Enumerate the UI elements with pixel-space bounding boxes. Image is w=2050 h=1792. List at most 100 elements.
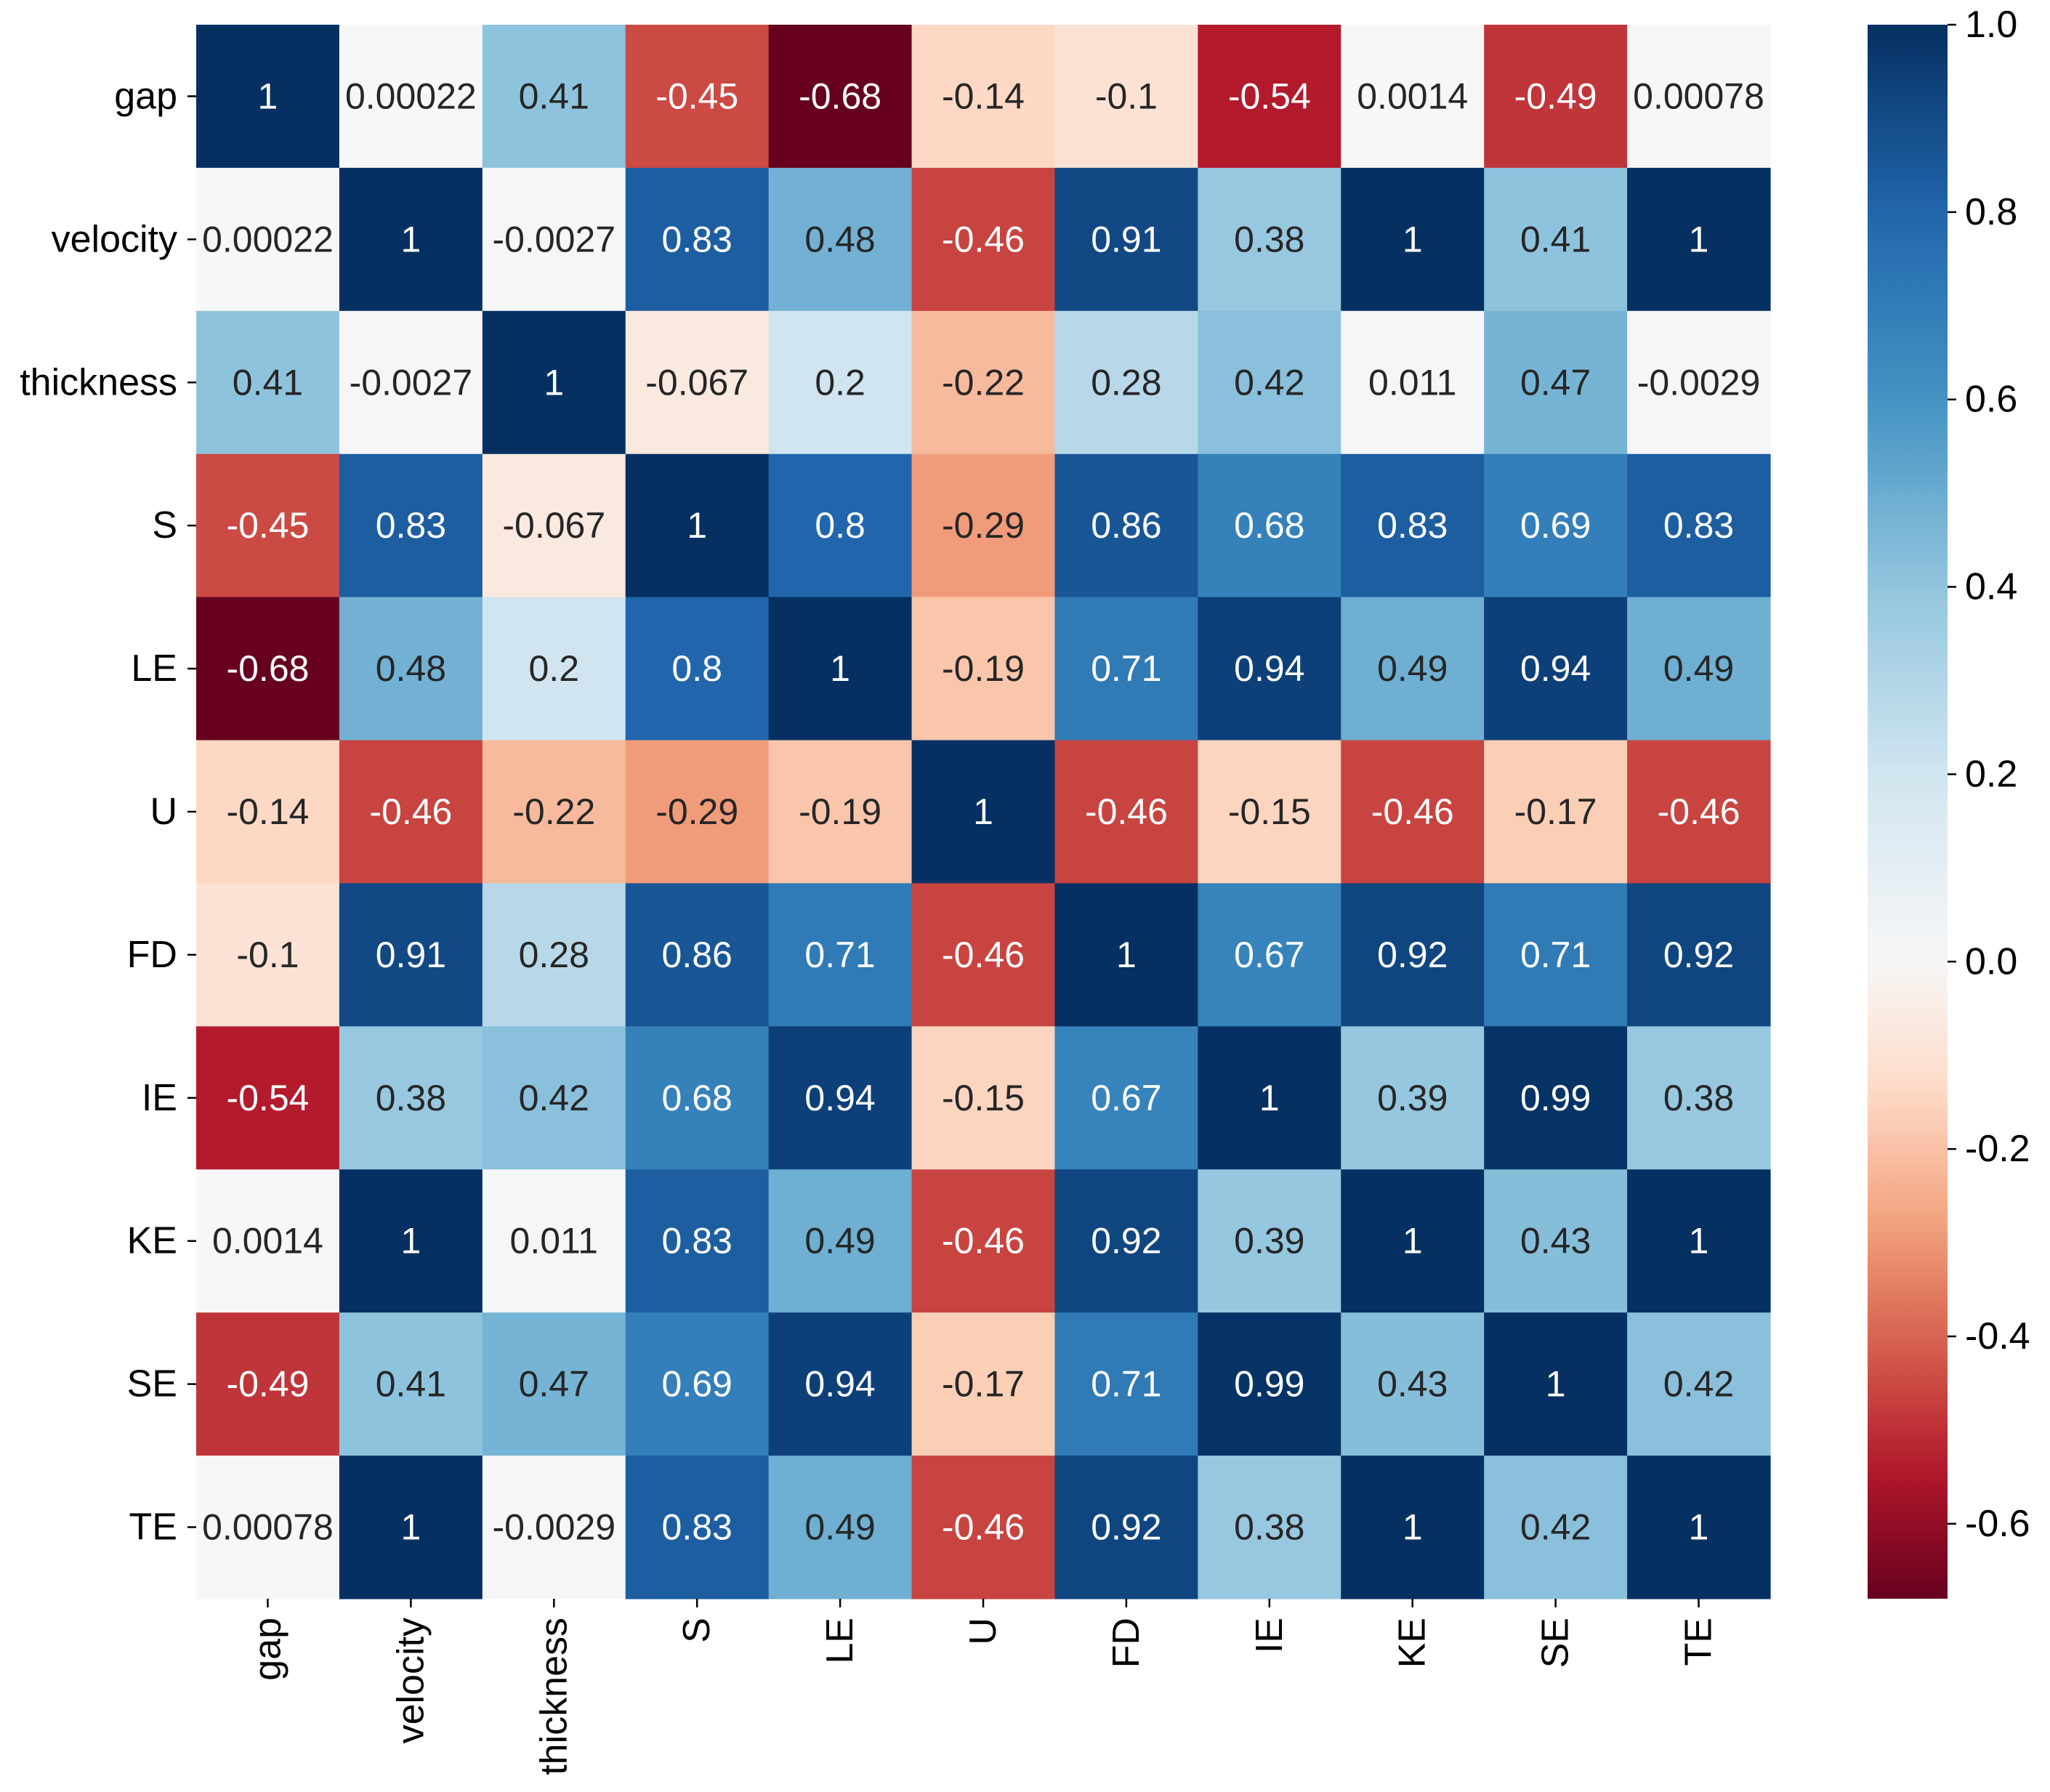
cell-value-IE-U: -0.15 — [942, 1078, 1025, 1118]
y-tick-label-gap: gap — [114, 75, 177, 117]
x-axis: gap velocity thickness S LE U FD IE KE SE TE — [246, 1599, 1720, 1775]
heatmap-cell-LE-IE — [1198, 597, 1341, 741]
heatmap-cell-FD-thickness — [482, 883, 626, 1027]
y-tick-label-LE: LE — [131, 647, 177, 690]
cell-value-thickness-FD: 0.28 — [1091, 362, 1161, 403]
y-tick-label-velocity: velocity — [52, 218, 177, 260]
heatmap-cell-gap-gap — [196, 25, 340, 169]
cell-value-FD-U: -0.46 — [942, 935, 1025, 975]
heatmap-cell-thickness-S — [625, 310, 770, 455]
cell-value-SE-U: -0.17 — [942, 1364, 1025, 1405]
heatmap-cell-gap-velocity — [339, 25, 483, 169]
heatmap-cell-gap-TE — [1627, 25, 1771, 169]
x-tick-label-TE: TE — [1678, 1618, 1720, 1666]
cell-value-IE-velocity: 0.38 — [376, 1078, 446, 1118]
heatmap-cell-thickness-SE — [1484, 310, 1628, 455]
cell-value-TE-U: -0.46 — [942, 1507, 1025, 1548]
cell-value-SE-TE: 0.42 — [1663, 1364, 1734, 1405]
cell-value-SE-KE: 0.43 — [1377, 1364, 1448, 1405]
heatmap-cell-gap-KE — [1341, 25, 1485, 169]
colorbar-tick-label-1: 0.8 — [1965, 191, 2017, 233]
heatmap-cell-KE-thickness — [482, 1169, 626, 1313]
cell-value-gap-KE: 0.0014 — [1357, 76, 1468, 116]
heatmap-cell-SE-LE — [768, 1312, 913, 1456]
heatmap-cell-U-velocity — [339, 740, 483, 884]
heatmap-cell-SE-TE — [1627, 1312, 1771, 1456]
heatmap-cell-FD-U — [911, 883, 1056, 1027]
heatmap-cell-FD-gap — [196, 883, 340, 1027]
heatmap-cell-LE-U — [911, 597, 1056, 741]
y-tick-label-thickness: thickness — [20, 361, 177, 403]
cell-value-IE-SE: 0.99 — [1520, 1078, 1591, 1118]
cell-value-IE-FD: 0.67 — [1091, 1078, 1161, 1118]
cell-value-KE-S: 0.83 — [662, 1221, 733, 1262]
cell-value-FD-velocity: 0.91 — [376, 935, 446, 975]
cell-value-S-SE: 0.69 — [1520, 505, 1591, 546]
colorbar-tick-label-6: -0.2 — [1965, 1128, 2030, 1170]
cell-value-velocity-gap: 0.00022 — [202, 219, 334, 259]
heatmap-cell-U-U — [911, 740, 1056, 884]
heatmap-cell-TE-thickness — [482, 1456, 626, 1599]
heatmap-cell-SE-gap — [196, 1312, 340, 1456]
cell-value-KE-U: -0.46 — [942, 1221, 1025, 1262]
cell-value-gap-U: -0.14 — [942, 76, 1025, 116]
cell-value-KE-SE: 0.43 — [1520, 1221, 1591, 1262]
heatmap-cell-velocity-IE — [1198, 167, 1341, 312]
heatmap-cell-thickness-FD — [1054, 310, 1198, 455]
colorbar-tick-label-3: 0.4 — [1965, 566, 2017, 608]
cell-value-TE-FD: 0.92 — [1091, 1507, 1161, 1548]
heatmap-cell-velocity-gap — [196, 167, 340, 312]
cell-value-KE-gap: 0.0014 — [212, 1221, 323, 1262]
cell-value-S-gap: -0.45 — [226, 505, 309, 546]
colorbar-tick-label-2: 0.6 — [1965, 379, 2017, 421]
cell-value-thickness-TE: -0.0029 — [1637, 362, 1761, 403]
heatmap-cell-KE-U — [911, 1169, 1056, 1313]
heatmap-cell-KE-SE — [1484, 1169, 1628, 1313]
cell-value-thickness-KE: 0.011 — [1368, 362, 1456, 403]
cell-value-LE-IE: 0.94 — [1234, 648, 1304, 689]
heatmap-cell-thickness-velocity — [339, 310, 483, 455]
cell-value-gap-S: -0.45 — [655, 76, 738, 116]
cell-value-LE-SE: 0.94 — [1520, 648, 1591, 689]
cell-value-gap-LE: -0.68 — [799, 76, 881, 116]
heatmap-cell-LE-KE — [1341, 597, 1485, 741]
heatmap-cell-KE-LE — [768, 1169, 913, 1313]
heatmap-cell-TE-U — [911, 1456, 1056, 1599]
colorbar-tick-label-7: -0.4 — [1965, 1315, 2030, 1357]
cell-value-FD-KE: 0.92 — [1377, 935, 1448, 975]
heatmap-cell-TE-IE — [1198, 1456, 1341, 1599]
cell-value-S-U: -0.29 — [942, 505, 1025, 546]
heatmap-cell-KE-TE — [1627, 1169, 1771, 1313]
heatmap-cell-IE-velocity — [339, 1026, 483, 1170]
cell-value-IE-KE: 0.39 — [1377, 1078, 1448, 1118]
cell-value-FD-SE: 0.71 — [1520, 935, 1591, 975]
cell-value-S-TE: 0.83 — [1663, 505, 1734, 546]
heatmap-cell-FD-IE — [1198, 883, 1341, 1027]
cell-value-gap-IE: -0.54 — [1228, 76, 1311, 116]
y-axis: gap velocity thickness S LE U FD IE KE SE TE — [20, 75, 196, 1549]
heatmap-cell-TE-KE — [1341, 1456, 1485, 1599]
cell-value-TE-LE: 0.49 — [804, 1507, 875, 1548]
y-tick-label-U: U — [150, 791, 177, 833]
heatmap-cell-IE-gap — [196, 1026, 340, 1170]
y-tick-label-FD: FD — [127, 934, 177, 976]
colorbar-gradient — [1868, 25, 1948, 1599]
cell-value-IE-TE: 0.38 — [1663, 1078, 1734, 1118]
cell-value-velocity-U: -0.46 — [942, 219, 1025, 259]
x-tick-label-velocity: velocity — [390, 1618, 432, 1743]
cell-value-thickness-gap: 0.41 — [233, 362, 303, 403]
heatmap-cell-LE-SE — [1484, 597, 1628, 741]
y-tick-label-SE: SE — [127, 1363, 177, 1405]
cell-value-velocity-S: 0.83 — [662, 219, 733, 259]
heatmap-cell-SE-S — [625, 1312, 770, 1456]
cell-value-thickness-U: -0.22 — [942, 362, 1025, 403]
colorbar-tick-label-4: 0.2 — [1965, 753, 2017, 795]
heatmap-cell-SE-FD — [1054, 1312, 1198, 1456]
cell-value-LE-thickness: 0.2 — [529, 648, 580, 689]
cell-value-KE-KE: 1 — [1403, 1221, 1423, 1262]
cell-value-TE-thickness: -0.0029 — [492, 1507, 616, 1548]
heatmap-cell-S-U — [911, 453, 1056, 598]
cell-value-KE-velocity: 1 — [400, 1221, 421, 1262]
heatmap-cell-thickness-IE — [1198, 310, 1341, 455]
